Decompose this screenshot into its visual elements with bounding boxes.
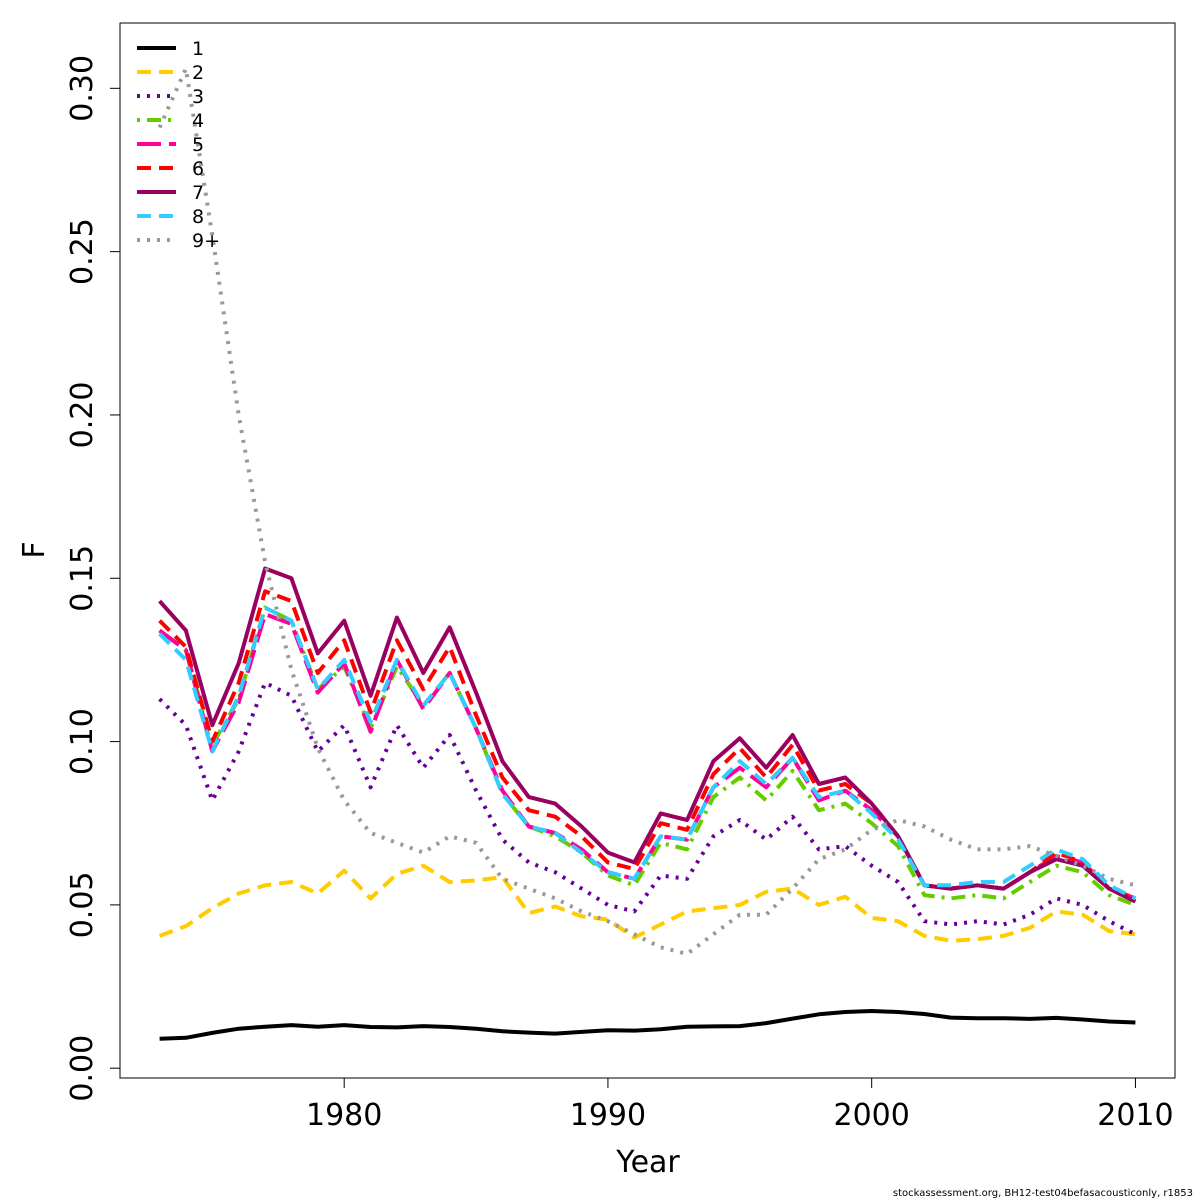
x-tick-label: 1990 xyxy=(570,1098,646,1133)
legend-label: 1 xyxy=(192,38,204,60)
x-tick-label: 1980 xyxy=(306,1098,382,1133)
x-axis: 1980 1990 2000 2010 xyxy=(306,1077,1174,1133)
series-line-2 xyxy=(158,863,1136,943)
x-tick-label: 2000 xyxy=(834,1098,910,1133)
series-layer xyxy=(157,66,1137,1041)
series-line-7 xyxy=(158,566,1137,904)
y-axis-title: F xyxy=(17,541,52,558)
series-line-9plus xyxy=(157,66,1136,956)
y-tick-label: 0.10 xyxy=(65,708,100,775)
y-tick-label: 0.15 xyxy=(65,545,100,612)
legend-label: 6 xyxy=(192,158,204,180)
y-tick-label: 0.20 xyxy=(65,382,100,449)
series-line-3 xyxy=(158,680,1137,937)
x-tick-label: 2010 xyxy=(1097,1098,1173,1133)
legend-label: 8 xyxy=(192,206,204,228)
legend-label: 9+ xyxy=(192,230,220,252)
series-line-8 xyxy=(158,605,1137,901)
footer-note: stockassessment.org, BH12-test04befasaco… xyxy=(893,1188,1193,1199)
x-axis-title: Year xyxy=(615,1145,680,1180)
y-tick-label: 0.05 xyxy=(65,872,100,939)
y-tick-label: 0.30 xyxy=(65,55,100,122)
plot-frame xyxy=(119,22,1176,1079)
y-tick-label: 0.25 xyxy=(65,218,100,285)
y-axis: 0.00 0.05 0.10 0.15 0.20 0.25 0.30 xyxy=(65,55,121,1102)
y-tick-label: 0.00 xyxy=(65,1035,100,1102)
legend-label: 4 xyxy=(192,110,204,132)
series-line-1 xyxy=(159,1009,1136,1041)
legend-label: 2 xyxy=(192,62,204,84)
series-line-6 xyxy=(158,589,1137,901)
legend-label: 5 xyxy=(192,134,204,156)
legend-label: 7 xyxy=(192,182,204,204)
legend-label: 3 xyxy=(192,86,204,108)
